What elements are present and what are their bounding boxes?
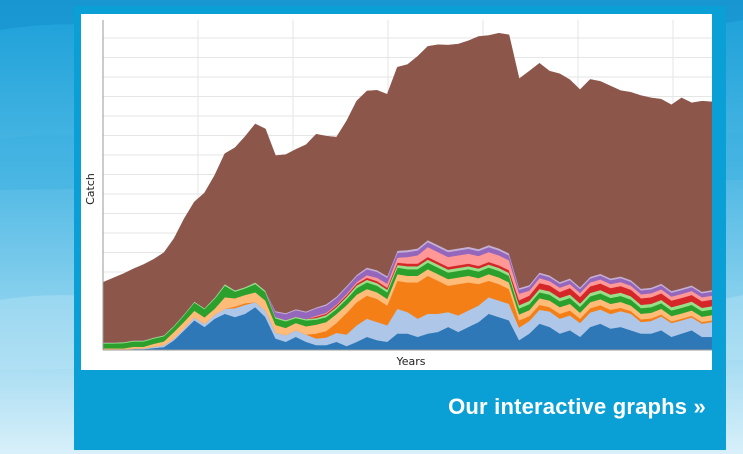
catch-chart: Years Catch	[81, 14, 712, 370]
interactive-graphs-link[interactable]: Our interactive graphs »	[448, 394, 706, 419]
y-axis-label: Catch	[84, 173, 97, 205]
graph-card: Years Catch Our interactive graphs »	[74, 6, 726, 450]
chart-areas	[102, 32, 712, 351]
area-series-11	[102, 32, 712, 343]
x-axis-label: Years	[395, 355, 425, 368]
stacked-area-chart: Years Catch	[84, 20, 712, 368]
